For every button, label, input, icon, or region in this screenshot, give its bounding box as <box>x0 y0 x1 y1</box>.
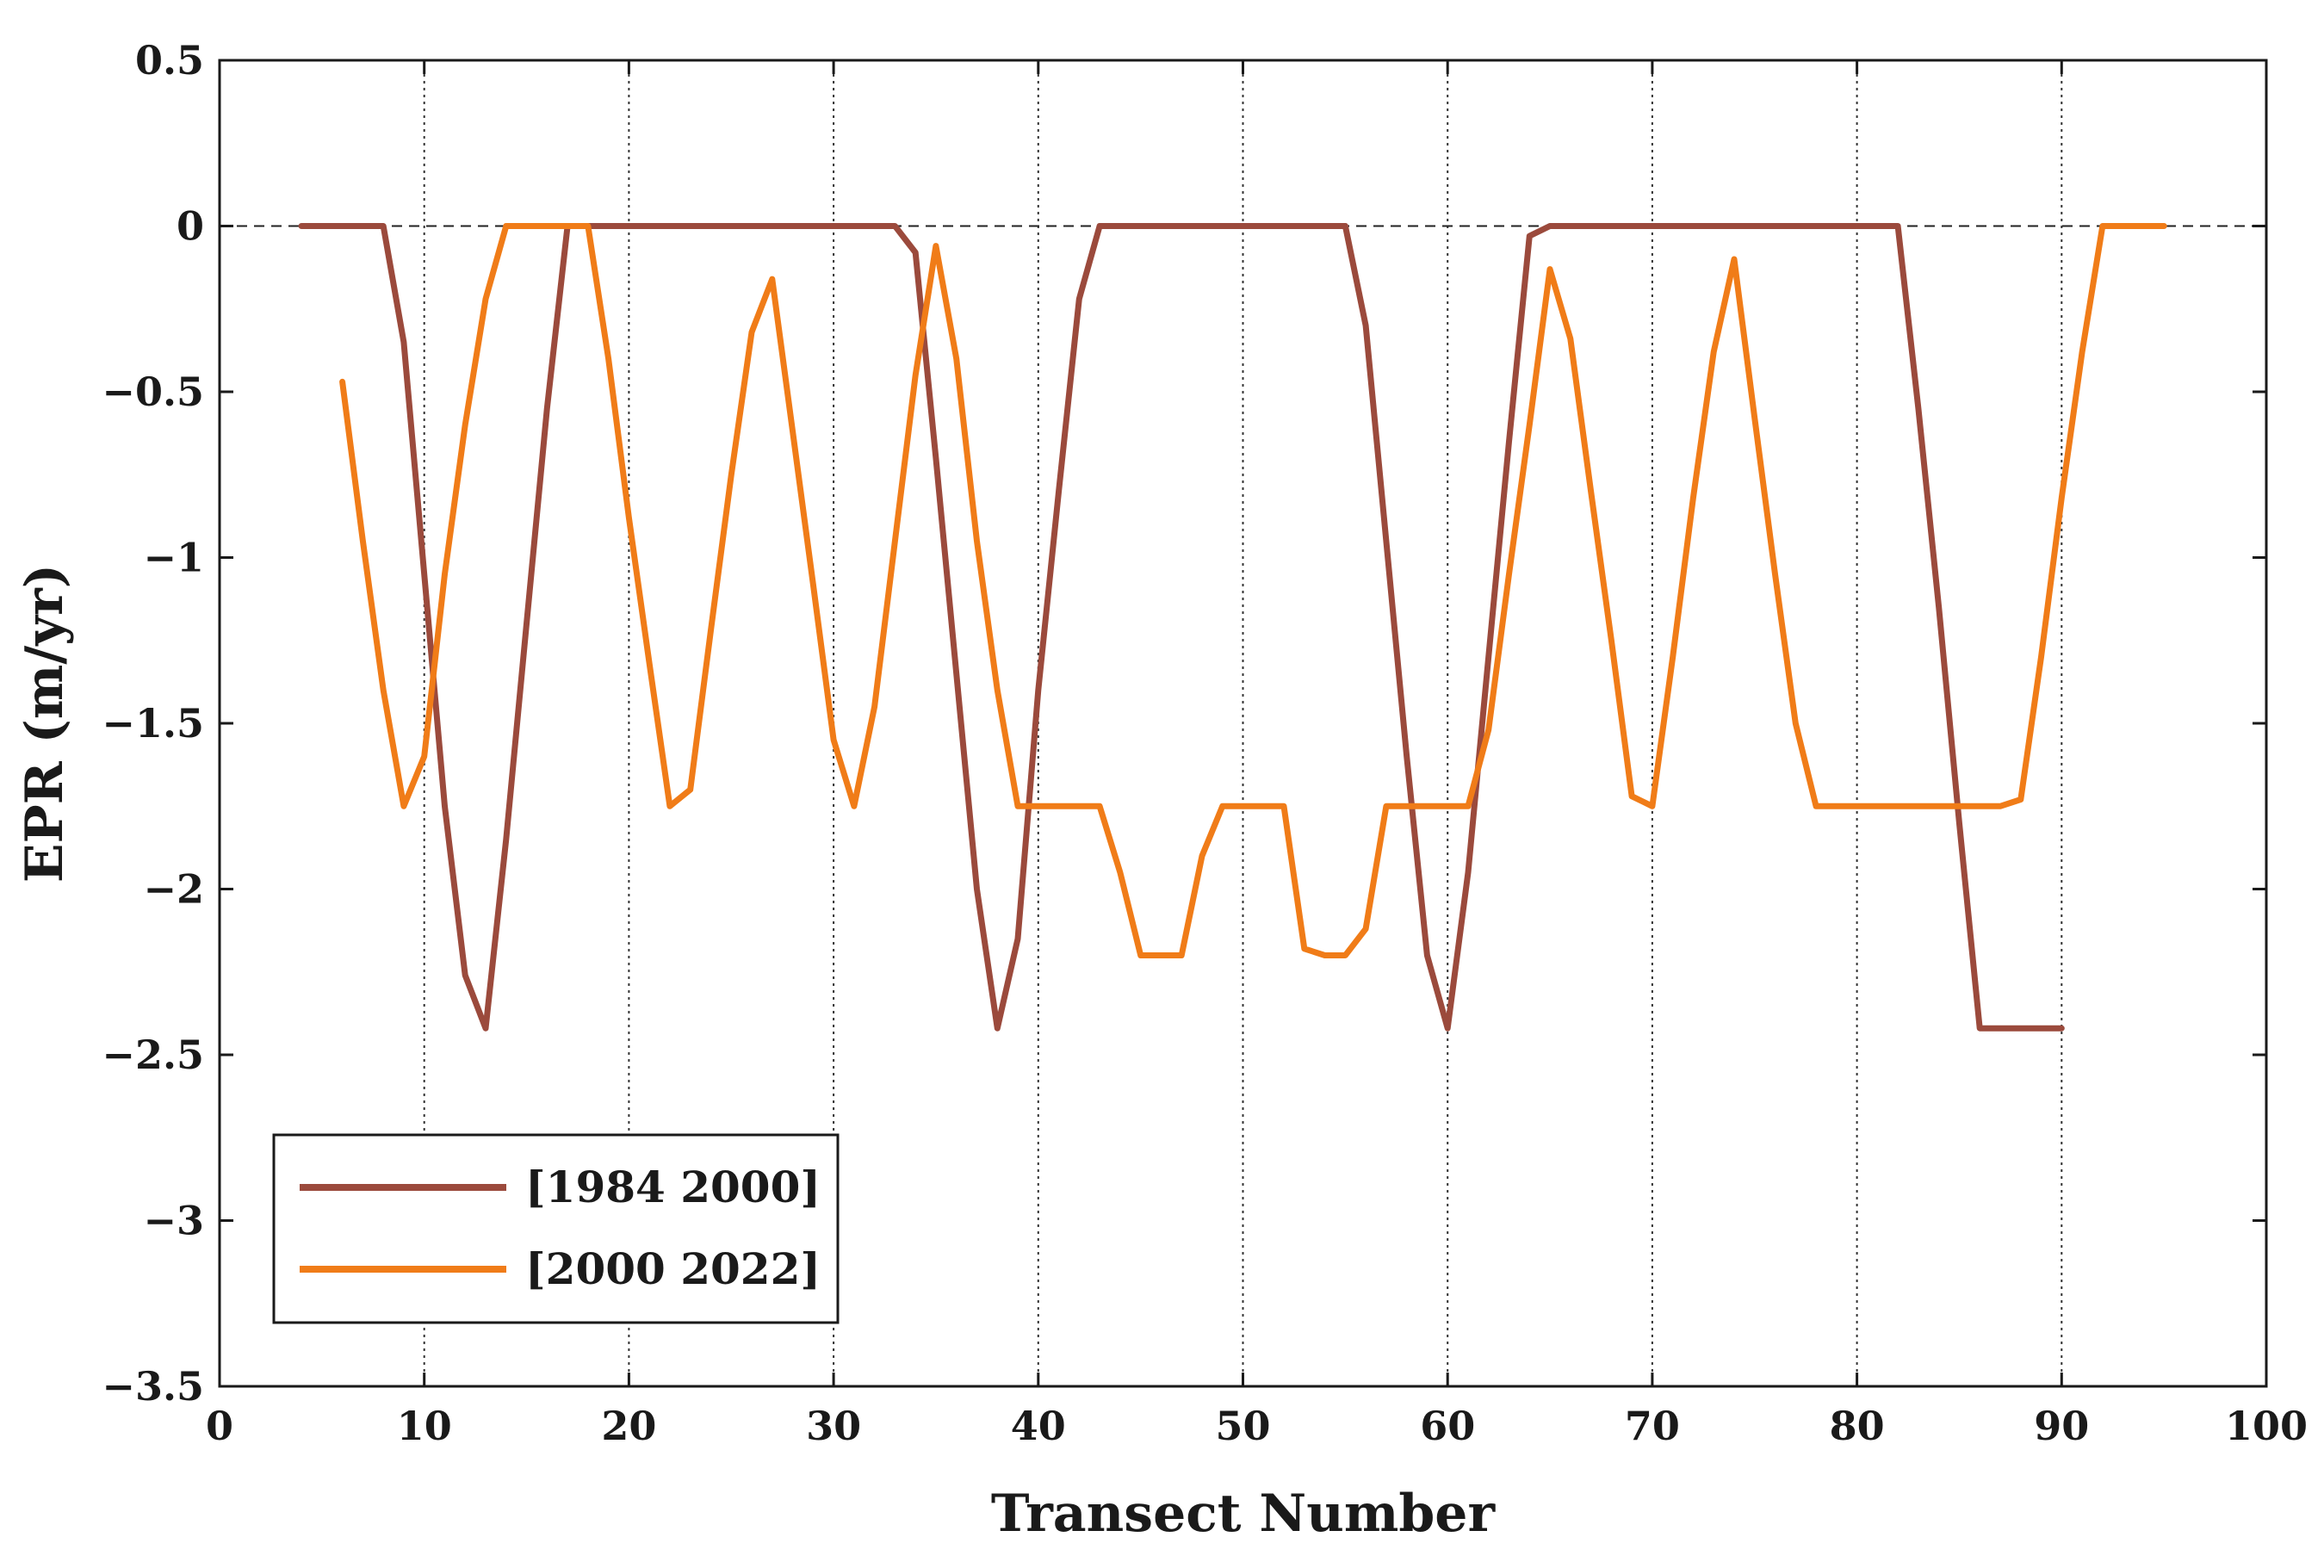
x-tick-label: 30 <box>806 1403 861 1449</box>
series-line-1984-2000 <box>298 223 2065 1032</box>
legend-box <box>272 1133 840 1324</box>
y-tick-label: −0.5 <box>102 369 204 415</box>
y-tick-label: −1 <box>143 535 204 581</box>
y-tick-label: −1.5 <box>102 700 204 747</box>
x-tick-label: 90 <box>2034 1403 2089 1449</box>
y-tick-label: 0 <box>177 203 204 250</box>
x-tick-label: 20 <box>601 1403 656 1449</box>
x-tick-label: 100 <box>2225 1403 2308 1449</box>
legend: [1984 2000] [2000 2022] <box>272 1133 840 1324</box>
y-tick-label: −3 <box>143 1198 204 1244</box>
x-tick-label: 0 <box>206 1403 233 1449</box>
x-tick-label: 50 <box>1215 1403 1270 1449</box>
x-tick-label: 10 <box>397 1403 452 1449</box>
series-line-2000-2022 <box>339 223 2167 958</box>
x-tick-label: 70 <box>1625 1403 1680 1449</box>
x-axis-label: Transect Number <box>991 1484 1497 1544</box>
x-tick-label: 80 <box>1830 1403 1885 1449</box>
y-tick-label: −3.5 <box>102 1363 204 1410</box>
series-lines <box>298 223 2167 1032</box>
y-axis-label: EPR (m/yr) <box>15 564 75 883</box>
y-tick-label: 0.5 <box>135 37 204 84</box>
x-tick-label: 40 <box>1011 1403 1066 1449</box>
legend-label-1984-2000: [1984 2000] <box>525 1162 821 1212</box>
x-tick-label: 60 <box>1420 1403 1475 1449</box>
axis-ticks <box>218 59 2268 1388</box>
legend-label-2000-2022: [2000 2022] <box>525 1243 821 1294</box>
y-tick-label: −2 <box>143 866 204 913</box>
tick-labels: 0 10 20 30 40 50 60 70 80 90 100 0.5 0 −0.5 −1 −1.5 −2 −2… <box>102 37 2308 1449</box>
y-tick-label: −2.5 <box>102 1032 204 1078</box>
